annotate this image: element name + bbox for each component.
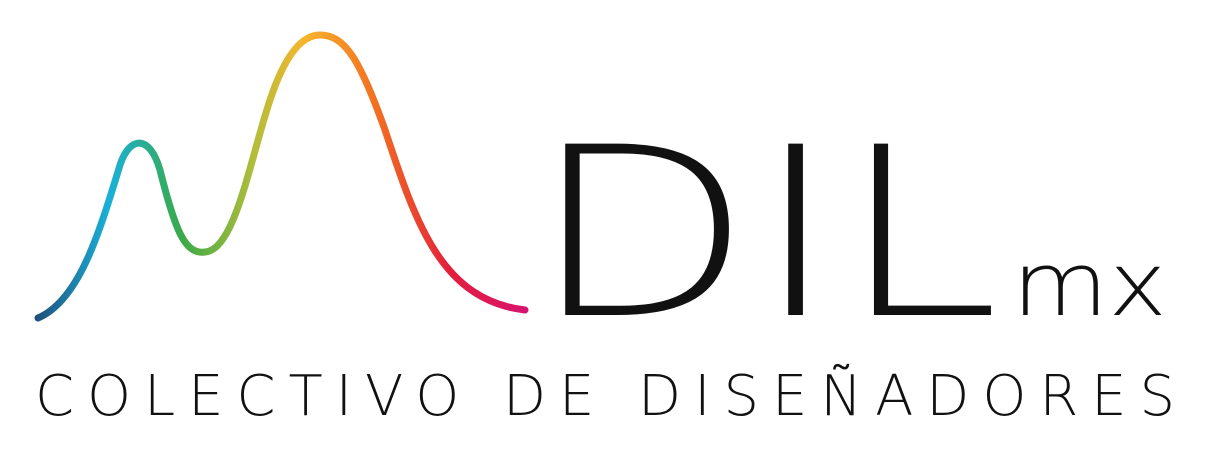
logo-wave bbox=[34, 31, 529, 322]
logo-name: DIL bbox=[530, 98, 1000, 371]
tagline: COLECTIVO DE DISEÑADORES bbox=[35, 364, 1175, 429]
logo-suffix: mx bbox=[1012, 233, 1167, 336]
